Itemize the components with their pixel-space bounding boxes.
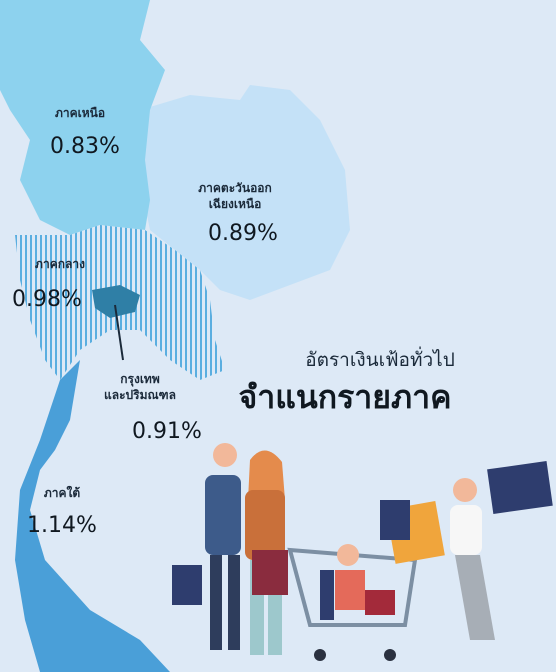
region-name: ภาคเหนือ bbox=[55, 106, 105, 120]
title-line1: อัตราเงินเฟ้อทั่วไป bbox=[305, 346, 455, 371]
region-name: เฉียงเหนือ bbox=[209, 197, 262, 211]
region-name: ภาคตะวันออก bbox=[198, 181, 272, 195]
region-south bbox=[15, 360, 170, 672]
region-northeast bbox=[140, 85, 350, 300]
title-line2: จำแนกรายภาค bbox=[239, 378, 452, 416]
region-name: ภาคกลาง bbox=[35, 257, 85, 271]
region-name: กรุงเทพ bbox=[120, 372, 160, 387]
region-value: 0.91% bbox=[132, 419, 202, 444]
region-north bbox=[0, 0, 165, 235]
region-name: และปริมณฑล bbox=[104, 388, 176, 402]
region-value: 1.14% bbox=[27, 513, 97, 538]
region-value: 0.89% bbox=[208, 221, 278, 246]
region-value: 0.98% bbox=[12, 287, 82, 312]
region-value: 0.83% bbox=[50, 134, 120, 159]
region-name: ภาคใต้ bbox=[44, 485, 81, 500]
leader-line bbox=[114, 304, 124, 361]
shoppers-illustration bbox=[172, 443, 553, 661]
region-bangkok bbox=[92, 285, 140, 318]
